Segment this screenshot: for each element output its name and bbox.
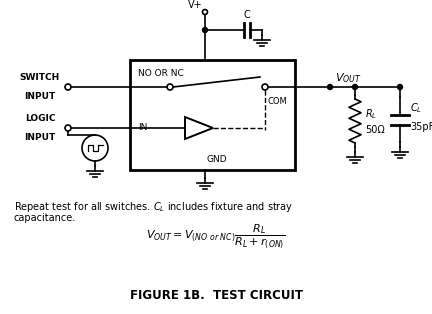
Text: INPUT: INPUT	[24, 133, 56, 142]
Circle shape	[65, 125, 71, 131]
Text: GND: GND	[206, 155, 227, 165]
Circle shape	[167, 84, 173, 90]
Text: capacitance.: capacitance.	[14, 213, 76, 223]
Circle shape	[397, 84, 403, 89]
Circle shape	[203, 9, 207, 14]
Text: SWITCH: SWITCH	[20, 73, 60, 82]
Text: $C_L$: $C_L$	[410, 102, 422, 116]
Text: COM: COM	[267, 97, 287, 106]
Text: 50Ω: 50Ω	[365, 125, 385, 135]
Text: IN: IN	[138, 123, 147, 133]
Text: NO OR NC: NO OR NC	[138, 69, 184, 78]
Text: INPUT: INPUT	[24, 92, 56, 101]
Circle shape	[203, 28, 207, 33]
Text: $V_{OUT}$: $V_{OUT}$	[335, 71, 362, 85]
Text: LOGIC: LOGIC	[25, 114, 55, 123]
Text: C: C	[244, 10, 251, 20]
Text: $R_L$: $R_L$	[365, 107, 377, 121]
Circle shape	[65, 84, 71, 90]
Text: 35pF: 35pF	[410, 122, 432, 132]
Circle shape	[262, 84, 268, 90]
Circle shape	[327, 84, 333, 89]
Text: FIGURE 1B.  TEST CIRCUIT: FIGURE 1B. TEST CIRCUIT	[130, 289, 302, 302]
Text: Repeat test for all switches. $C_L$ includes fixture and stray: Repeat test for all switches. $C_L$ incl…	[14, 200, 293, 214]
Circle shape	[353, 84, 358, 89]
Bar	[130, 60, 295, 170]
Text: V+: V+	[187, 0, 202, 10]
Text: $V_{OUT} = V_{(NO\ or\ NC)}\dfrac{R_L}{R_L + r_{(ON)}}$: $V_{OUT} = V_{(NO\ or\ NC)}\dfrac{R_L}{R…	[146, 222, 286, 250]
